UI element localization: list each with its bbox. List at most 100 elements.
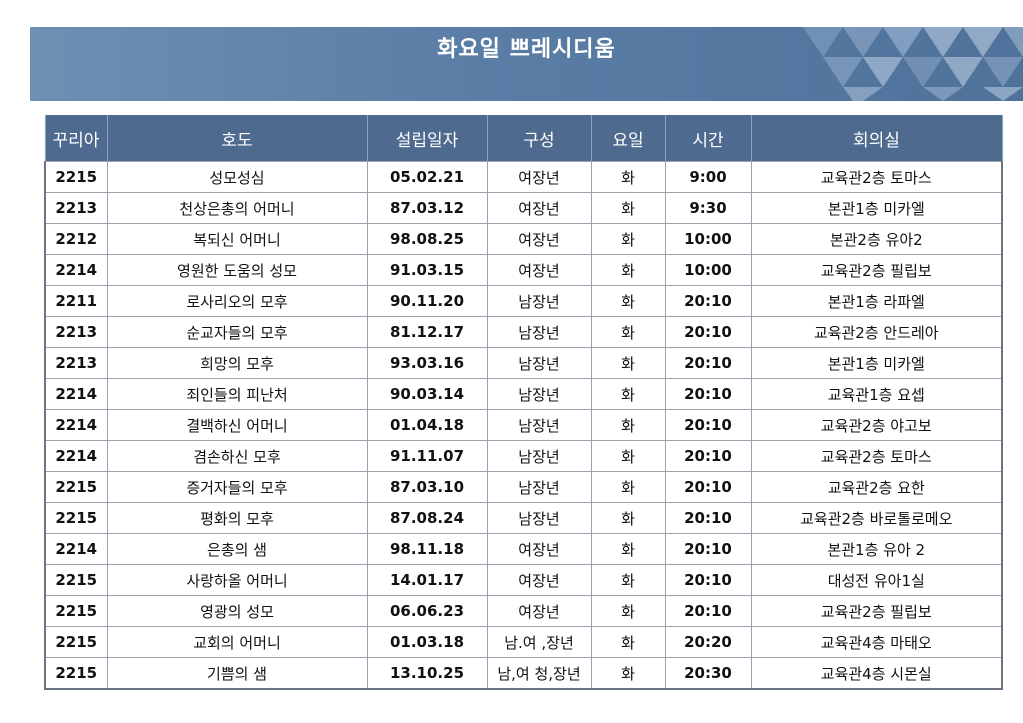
cell-members: 여장년 [486, 595, 592, 627]
cell-time: 20:10 [664, 347, 752, 379]
cell-founded: 87.03.10 [366, 471, 488, 503]
cell-members: 여장년 [486, 254, 592, 286]
cell-name: 로사리오의 모후 [106, 285, 368, 317]
cell-day: 화 [590, 285, 666, 317]
cell-time: 20:10 [664, 440, 752, 472]
cell-members: 남장년 [486, 285, 592, 317]
header-room: 회의실 [750, 115, 1003, 162]
cell-members: 여장년 [486, 223, 592, 255]
table-row: 2214 은총의 샘 98.11.18 여장년 화 20:10 본관1층 유아 2 [44, 533, 1003, 565]
table-row: 2214 죄인들의 피난처 90.03.14 남장년 화 20:10 교육관1층 요셉 [44, 378, 1003, 410]
cell-name: 영원한 도움의 성모 [106, 254, 368, 286]
cell-room: 교육관2층 토마스 [750, 440, 1003, 472]
cell-curia: 2213 [44, 192, 108, 224]
cell-day: 화 [590, 409, 666, 441]
table-header-row: 꾸리아 호도 설립일자 구성 요일 시간 회의실 [44, 115, 1003, 162]
cell-name: 사랑하올 어머니 [106, 564, 368, 596]
table-row: 2215 교회의 어머니 01.03.18 남.여 ,장년 화 20:20 교육관4층 마태… [44, 626, 1003, 658]
cell-day: 화 [590, 192, 666, 224]
cell-room: 교육관2층 필립보 [750, 595, 1003, 627]
cell-curia: 2215 [44, 595, 108, 627]
cell-time: 20:10 [664, 564, 752, 596]
cell-curia: 2214 [44, 378, 108, 410]
cell-day: 화 [590, 657, 666, 690]
cell-time: 20:10 [664, 285, 752, 317]
cell-day: 화 [590, 626, 666, 658]
cell-time: 20:10 [664, 595, 752, 627]
cell-members: 남장년 [486, 440, 592, 472]
cell-curia: 2213 [44, 347, 108, 379]
cell-room: 교육관4층 시몬실 [750, 657, 1003, 690]
cell-members: 남장년 [486, 378, 592, 410]
table-row: 2213 희망의 모후 93.03.16 남장년 화 20:10 본관1층 미카엘 [44, 347, 1003, 379]
cell-name: 영광의 성모 [106, 595, 368, 627]
cell-curia: 2215 [44, 502, 108, 534]
cell-room: 교육관2층 야고보 [750, 409, 1003, 441]
cell-room: 교육관1층 요셉 [750, 378, 1003, 410]
cell-curia: 2215 [44, 161, 108, 193]
cell-name: 은총의 샘 [106, 533, 368, 565]
table-row: 2215 증거자들의 모후 87.03.10 남장년 화 20:10 교육관2층 요한 [44, 471, 1003, 503]
cell-curia: 2212 [44, 223, 108, 255]
cell-time: 10:00 [664, 223, 752, 255]
cell-name: 겸손하신 모후 [106, 440, 368, 472]
cell-day: 화 [590, 161, 666, 193]
cell-members: 남장년 [486, 471, 592, 503]
cell-day: 화 [590, 440, 666, 472]
table-row: 2214 겸손하신 모후 91.11.07 남장년 화 20:10 교육관2층 토마스 [44, 440, 1003, 472]
header-curia: 꾸리아 [44, 115, 108, 162]
table-row: 2215 평화의 모후 87.08.24 남장년 화 20:10 교육관2층 바로톨로메오 [44, 502, 1003, 534]
cell-time: 9:30 [664, 192, 752, 224]
table-row: 2213 순교자들의 모후 81.12.17 남장년 화 20:10 교육관2층 안드레아 [44, 316, 1003, 348]
cell-day: 화 [590, 533, 666, 565]
table-body: 2215 성모성심 05.02.21 여장년 화 9:00 교육관2층 토마스 2213 천상은… [44, 161, 1003, 690]
cell-curia: 2214 [44, 440, 108, 472]
cell-members: 남.여 ,장년 [486, 626, 592, 658]
cell-day: 화 [590, 502, 666, 534]
cell-time: 10:00 [664, 254, 752, 286]
cell-members: 여장년 [486, 192, 592, 224]
cell-name: 죄인들의 피난처 [106, 378, 368, 410]
cell-members: 남장년 [486, 347, 592, 379]
table-row: 2215 사랑하올 어머니 14.01.17 여장년 화 20:10 대성전 유아1실 [44, 564, 1003, 596]
cell-members: 여장년 [486, 564, 592, 596]
cell-name: 기쁨의 샘 [106, 657, 368, 690]
cell-curia: 2213 [44, 316, 108, 348]
cell-room: 본관1층 미카엘 [750, 347, 1003, 379]
cell-members: 남,여 청,장년 [486, 657, 592, 690]
cell-time: 20:10 [664, 533, 752, 565]
cell-founded: 98.11.18 [366, 533, 488, 565]
triangle-pattern-decoration [803, 27, 1023, 101]
cell-day: 화 [590, 254, 666, 286]
cell-room: 본관1층 미카엘 [750, 192, 1003, 224]
cell-room: 교육관2층 토마스 [750, 161, 1003, 193]
cell-day: 화 [590, 316, 666, 348]
table-row: 2211 로사리오의 모후 90.11.20 남장년 화 20:10 본관1층 라파엘 [44, 285, 1003, 317]
header-members: 구성 [486, 115, 592, 162]
cell-name: 천상은총의 어머니 [106, 192, 368, 224]
cell-day: 화 [590, 471, 666, 503]
cell-time: 9:00 [664, 161, 752, 193]
table-row: 2213 천상은총의 어머니 87.03.12 여장년 화 9:30 본관1층 미카엘 [44, 192, 1003, 224]
cell-day: 화 [590, 223, 666, 255]
cell-members: 여장년 [486, 533, 592, 565]
cell-time: 20:10 [664, 409, 752, 441]
cell-room: 본관1층 유아 2 [750, 533, 1003, 565]
cell-curia: 2214 [44, 533, 108, 565]
cell-day: 화 [590, 378, 666, 410]
cell-founded: 87.03.12 [366, 192, 488, 224]
cell-members: 여장년 [486, 161, 592, 193]
cell-name: 순교자들의 모후 [106, 316, 368, 348]
cell-room: 교육관2층 바로톨로메오 [750, 502, 1003, 534]
cell-name: 복되신 어머니 [106, 223, 368, 255]
cell-members: 남장년 [486, 409, 592, 441]
cell-founded: 91.03.15 [366, 254, 488, 286]
cell-day: 화 [590, 347, 666, 379]
schedule-table: 꾸리아 호도 설립일자 구성 요일 시간 회의실 2215 성모성심 05.02.2… [44, 115, 1003, 690]
table-row: 2215 성모성심 05.02.21 여장년 화 9:00 교육관2층 토마스 [44, 161, 1003, 193]
page-title: 화요일 쁘레시디움 [437, 37, 616, 62]
cell-time: 20:10 [664, 502, 752, 534]
cell-founded: 14.01.17 [366, 564, 488, 596]
cell-name: 희망의 모후 [106, 347, 368, 379]
